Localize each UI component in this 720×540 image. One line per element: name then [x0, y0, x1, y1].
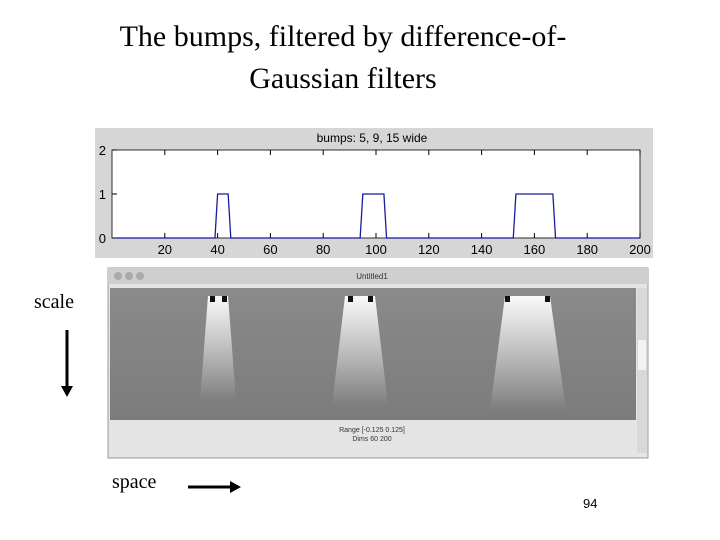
x-tick-label: 100: [365, 242, 387, 257]
x-tick-label: 120: [418, 242, 440, 257]
title-line: The bumps, filtered by difference-of-: [119, 20, 567, 53]
title-line: Gaussian filters: [249, 62, 437, 95]
x-tick-label: 140: [471, 242, 493, 257]
window-button[interactable]: [114, 272, 122, 280]
window-titlebar: [108, 268, 648, 284]
data-line: [114, 193, 640, 239]
x-tick-label: 60: [263, 242, 277, 257]
x-tick-label: 40: [210, 242, 224, 257]
y-tick-label: 0: [99, 231, 106, 246]
space-arrow-head: [230, 481, 241, 493]
window-status: Range [-0.125 0.125]: [339, 427, 405, 434]
scale-label: scale: [34, 291, 74, 313]
x-tick-label: 20: [158, 242, 172, 257]
y-tick-label: 1: [99, 187, 106, 202]
window-button[interactable]: [136, 272, 144, 280]
scale-arrow-head: [61, 386, 73, 397]
x-tick-label: 200: [629, 242, 651, 257]
x-tick-label: 160: [524, 242, 546, 257]
x-tick-label: 80: [316, 242, 330, 257]
window-title: Untitled1: [356, 272, 388, 281]
space-label: space: [112, 471, 157, 493]
response-cones: [200, 296, 566, 410]
chart-title: bumps: 5, 9, 15 wide: [317, 131, 428, 145]
page-number: 94: [583, 496, 598, 511]
scroll-thumb[interactable]: [638, 340, 646, 370]
x-tick-label: 180: [576, 242, 598, 257]
window-button[interactable]: [125, 272, 133, 280]
y-tick-label: 2: [99, 143, 106, 158]
image-window: Untitled1 Range [-0.125 0.125] Dims 60 2…: [107, 267, 649, 459]
scrollbar[interactable]: [637, 288, 647, 453]
window-status: Dims 60 200: [352, 436, 391, 443]
